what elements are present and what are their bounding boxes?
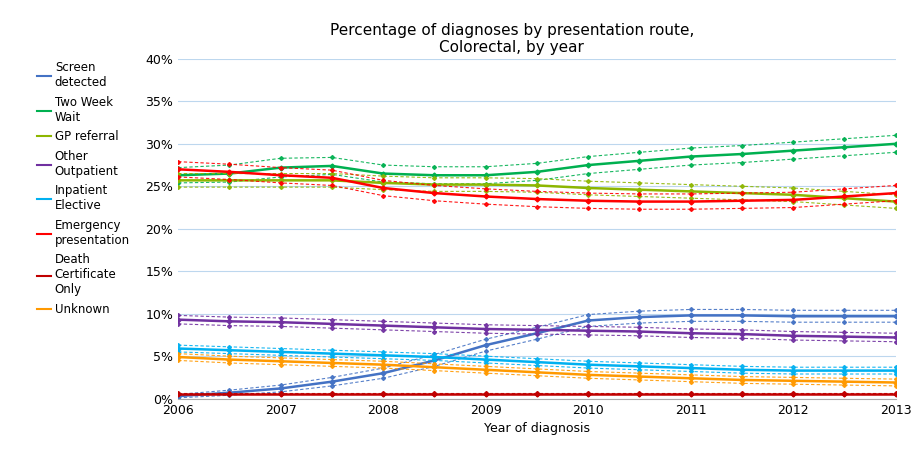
X-axis label: Year of diagnosis: Year of diagnosis: [484, 422, 590, 435]
Legend: Screen
detected, Two Week
Wait, GP referral, Other
Outpatient, Inpatient
Electiv: Screen detected, Two Week Wait, GP refer…: [37, 62, 130, 316]
Text: Percentage of diagnoses by presentation route,
Colorectal, by year: Percentage of diagnoses by presentation …: [330, 23, 694, 55]
